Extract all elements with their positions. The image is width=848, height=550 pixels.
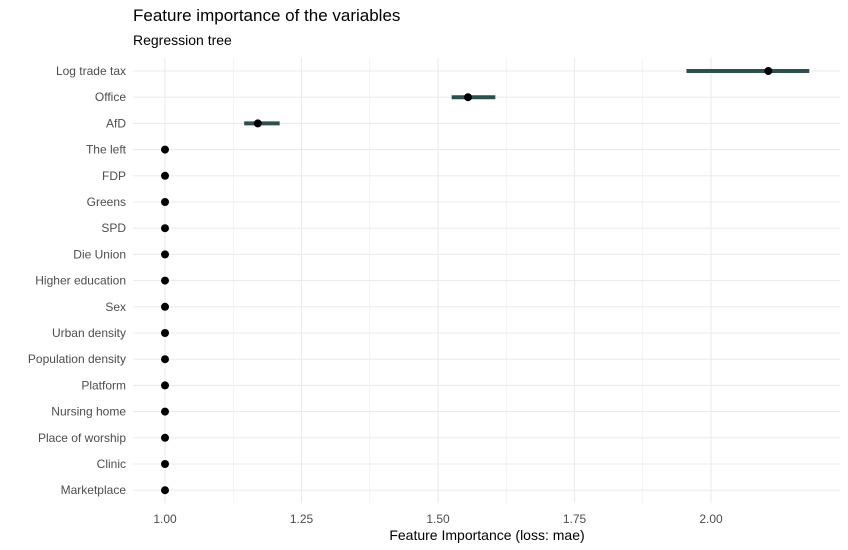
feature-label: FDP <box>102 169 126 183</box>
feature-label: Clinic <box>97 457 126 471</box>
importance-point <box>253 119 262 128</box>
feature-label: Greens <box>87 195 126 209</box>
importance-point <box>161 460 169 468</box>
importance-point <box>161 486 169 495</box>
x-tick-label: 1.25 <box>290 512 314 526</box>
feature-labels: Log trade tax Office AfD The left FDP Greens S… <box>28 64 127 497</box>
importance-point <box>764 67 773 75</box>
importance-point <box>464 93 473 102</box>
feature-label: Marketplace <box>61 483 127 497</box>
importance-point <box>161 407 169 416</box>
x-tick-labels: 1.00 1.25 1.50 1.75 2.00 <box>153 512 723 526</box>
feature-label: Die Union <box>73 247 126 261</box>
feature-label: Sex <box>105 300 126 314</box>
importance-point <box>161 355 169 364</box>
feature-label: Population density <box>28 352 126 366</box>
feature-label: Place of worship <box>38 431 126 445</box>
x-tick-label: 1.00 <box>153 512 177 526</box>
chart-subtitle: Regression tree <box>133 32 232 48</box>
feature-label: Higher education <box>35 274 126 288</box>
feature-label: The left <box>86 143 127 157</box>
importance-point <box>161 171 169 180</box>
feature-label: Nursing home <box>51 405 126 419</box>
feature-label: SPD <box>101 221 126 235</box>
feature-label: Urban density <box>52 326 126 340</box>
importance-marks <box>161 67 810 495</box>
importance-point <box>161 250 169 259</box>
feature-label: Platform <box>81 378 126 392</box>
feature-label: Log trade tax <box>56 64 126 78</box>
importance-point <box>161 381 169 390</box>
importance-point <box>161 198 169 206</box>
feature-label: Office <box>95 90 126 104</box>
importance-point <box>161 224 169 233</box>
x-tick-label: 2.00 <box>699 512 723 526</box>
chart-title: Feature importance of the variables <box>133 6 401 25</box>
x-tick-label: 1.50 <box>426 512 450 526</box>
x-axis-title: Feature Importance (loss: mae) <box>389 527 584 543</box>
importance-point <box>161 276 169 285</box>
importance-point <box>161 145 169 154</box>
x-tick-label: 1.75 <box>563 512 587 526</box>
feature-label: AfD <box>106 116 126 130</box>
importance-point <box>161 433 169 442</box>
importance-point <box>161 329 169 337</box>
importance-point <box>161 302 169 311</box>
grid-layer <box>133 58 840 503</box>
